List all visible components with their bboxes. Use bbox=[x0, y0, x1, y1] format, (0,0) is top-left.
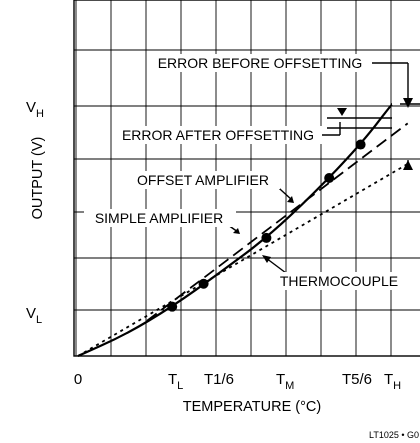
label-bg bbox=[84, 209, 236, 227]
annotation-simple-amplifier: SIMPLE AMPLIFIER bbox=[95, 210, 223, 226]
arrow-thermocouple bbox=[262, 255, 271, 263]
data-point-0 bbox=[167, 301, 178, 312]
data-point-3 bbox=[324, 173, 335, 184]
label-bg bbox=[128, 171, 280, 189]
annotation-layer bbox=[217, 62, 420, 277]
label-bg bbox=[272, 272, 408, 290]
x-tick-label-t16: T1/6 bbox=[204, 371, 234, 388]
annotation-error-before: ERROR BEFORE OFFSETTING bbox=[158, 55, 363, 71]
x-tick-label-tm: TM bbox=[276, 371, 294, 392]
y-tick-label-vl: VL bbox=[26, 305, 42, 326]
series-simple-amplifier bbox=[77, 163, 409, 357]
arrow-simple-amplifier bbox=[233, 228, 240, 234]
marker-layer bbox=[167, 139, 366, 312]
x-tick-label-t56: T5/6 bbox=[342, 371, 372, 388]
annotation-error-after: ERROR AFTER OFFSETTING bbox=[122, 127, 314, 143]
series-layer bbox=[77, 103, 409, 358]
data-point-2 bbox=[261, 232, 272, 243]
x-tick-label-th: TH bbox=[384, 371, 401, 392]
label-bg bbox=[150, 54, 372, 72]
y-axis-label: OUTPUT (V) bbox=[30, 137, 46, 220]
y-tick-label-vh: VH bbox=[26, 99, 44, 120]
data-point-1 bbox=[198, 278, 209, 289]
footer-note: LT1025 • G0 bbox=[369, 430, 419, 440]
arrow-offset-amplifier bbox=[287, 196, 294, 203]
arrow-error-after-top bbox=[337, 108, 347, 116]
plot-frame bbox=[73, 0, 420, 357]
arrow-error-before-top bbox=[403, 98, 413, 108]
data-point-4 bbox=[355, 139, 366, 150]
series-thermocouple bbox=[77, 103, 393, 358]
x-axis-label: TEMPERATURE (°C) bbox=[183, 399, 321, 415]
series-offset-amplifier bbox=[146, 122, 409, 322]
annotation-thermocouple: THERMOCOUPLE bbox=[280, 273, 398, 289]
x-tick-label-0: 0 bbox=[74, 371, 82, 388]
annotation-offset-amplifier: OFFSET AMPLIFIER bbox=[137, 172, 269, 188]
x-tick-label-tl: TL bbox=[168, 371, 183, 392]
label-bg bbox=[116, 126, 322, 144]
